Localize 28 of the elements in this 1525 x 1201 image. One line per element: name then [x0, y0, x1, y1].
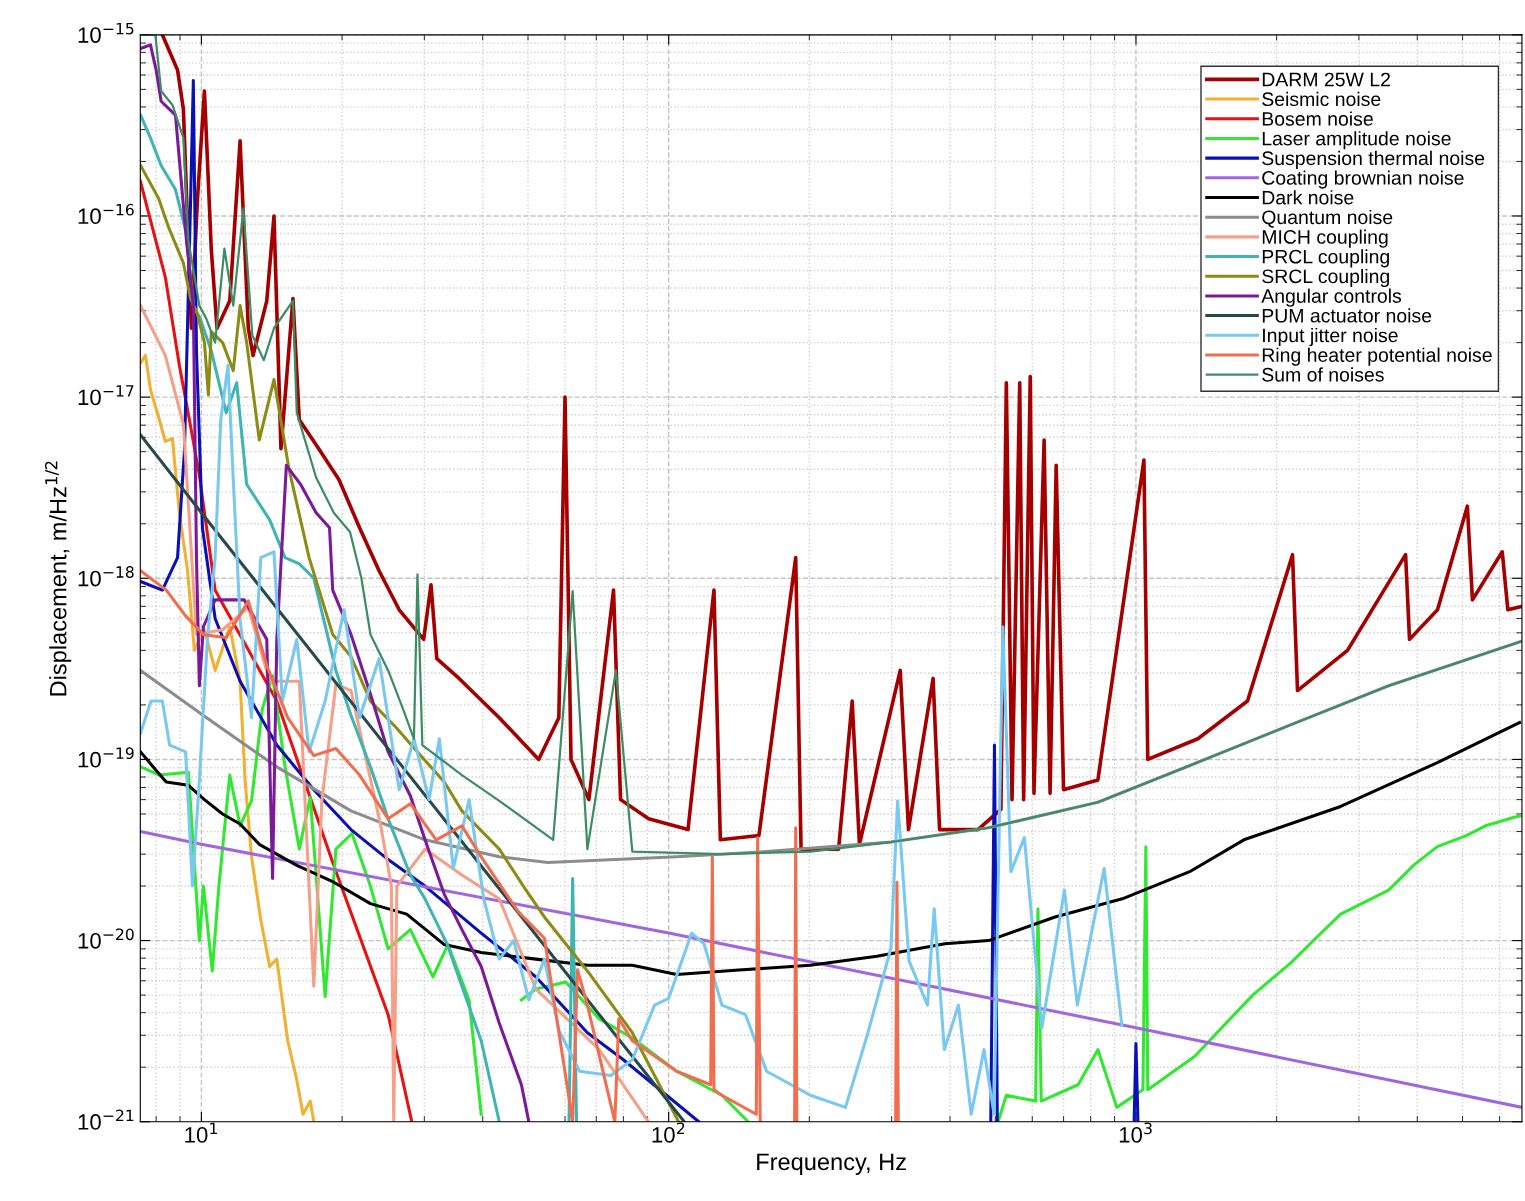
- y-tick-label: 10$^{−20}$: [78, 928, 134, 949]
- y-tick-label: 10$^{−19}$: [78, 747, 134, 768]
- y-tick-label: 10$^{−21}$: [78, 1109, 134, 1130]
- y-tick-label: 10$^{−15}$: [78, 22, 134, 43]
- legend-label: Angular controls: [1261, 288, 1402, 307]
- legend-label: Seismic noise: [1262, 91, 1381, 107]
- legend-label: SRCL coupling: [1262, 268, 1389, 288]
- y-tick-label: 10$^{−18}$: [78, 566, 134, 587]
- x-tick-label: 10$^{3}$: [1119, 1122, 1152, 1143]
- legend-label: Coating brownian noise: [1262, 170, 1464, 189]
- x-axis-title: Frequency, Hz: [757, 1153, 906, 1175]
- legend-label: MICH coupling: [1262, 229, 1388, 248]
- x-tick-label: 10$^{1}$: [185, 1122, 218, 1143]
- legend-label: PRCL coupling: [1262, 249, 1389, 268]
- legend-label: DARM 25W L2: [1262, 72, 1390, 87]
- y-axis-title: Displacement, m/Hz$^{1/2}$: [44, 461, 72, 696]
- legend-label: PUM actuator noise: [1262, 308, 1432, 323]
- legend-label: Laser amplitude noise: [1262, 131, 1451, 150]
- y-tick-label: 10$^{−17}$: [78, 385, 134, 406]
- legend-label: Ring heater potential noise: [1262, 347, 1492, 366]
- legend-label: Bosem noise: [1262, 111, 1373, 126]
- legend-label: Sum of noises: [1262, 367, 1384, 382]
- legend-label: Dark noise: [1262, 190, 1354, 205]
- legend-label: Input jitter noise: [1263, 327, 1398, 347]
- y-tick-label: 10$^{−16}$: [78, 203, 134, 225]
- legend-label: Suspension thermal noise: [1262, 150, 1485, 169]
- x-tick-label: 10$^{2}$: [652, 1122, 685, 1143]
- legend-label: Quantum noise: [1262, 209, 1393, 228]
